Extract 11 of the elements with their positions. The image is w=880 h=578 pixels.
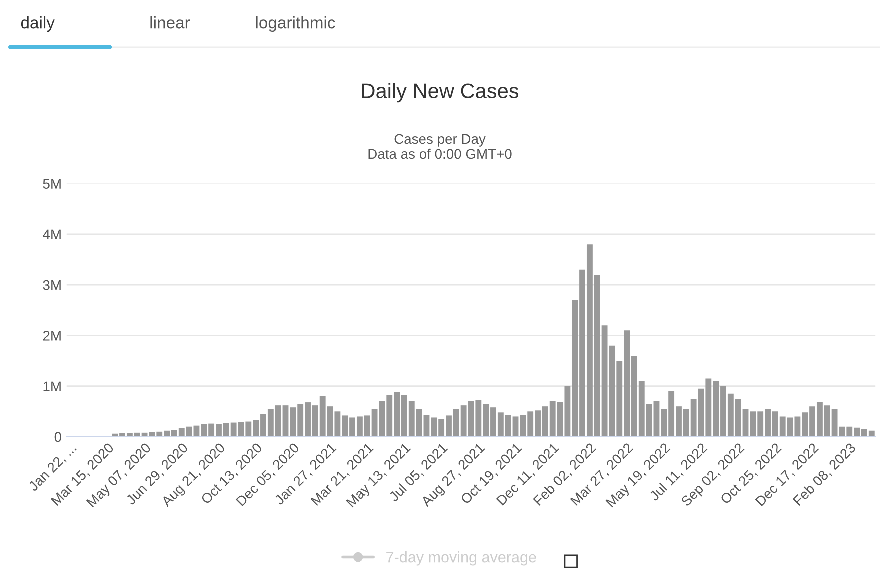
y-tick-label: 3M [43,280,61,290]
y-tick-label: 4M [43,230,61,240]
y-tick-label: 2M [43,331,61,341]
text: logarithmic [256,16,336,32]
text: daily [21,16,55,32]
chart-title: Daily New Cases [362,83,519,103]
y-tick-label: 5M [43,179,61,189]
y-tick-label: 0 [54,432,62,442]
text: linear [150,16,190,29]
y-tick-label: 1M [44,382,61,392]
chart-subtitle: Cases per Day Data as of 0:00 GMT+0 [368,134,512,160]
